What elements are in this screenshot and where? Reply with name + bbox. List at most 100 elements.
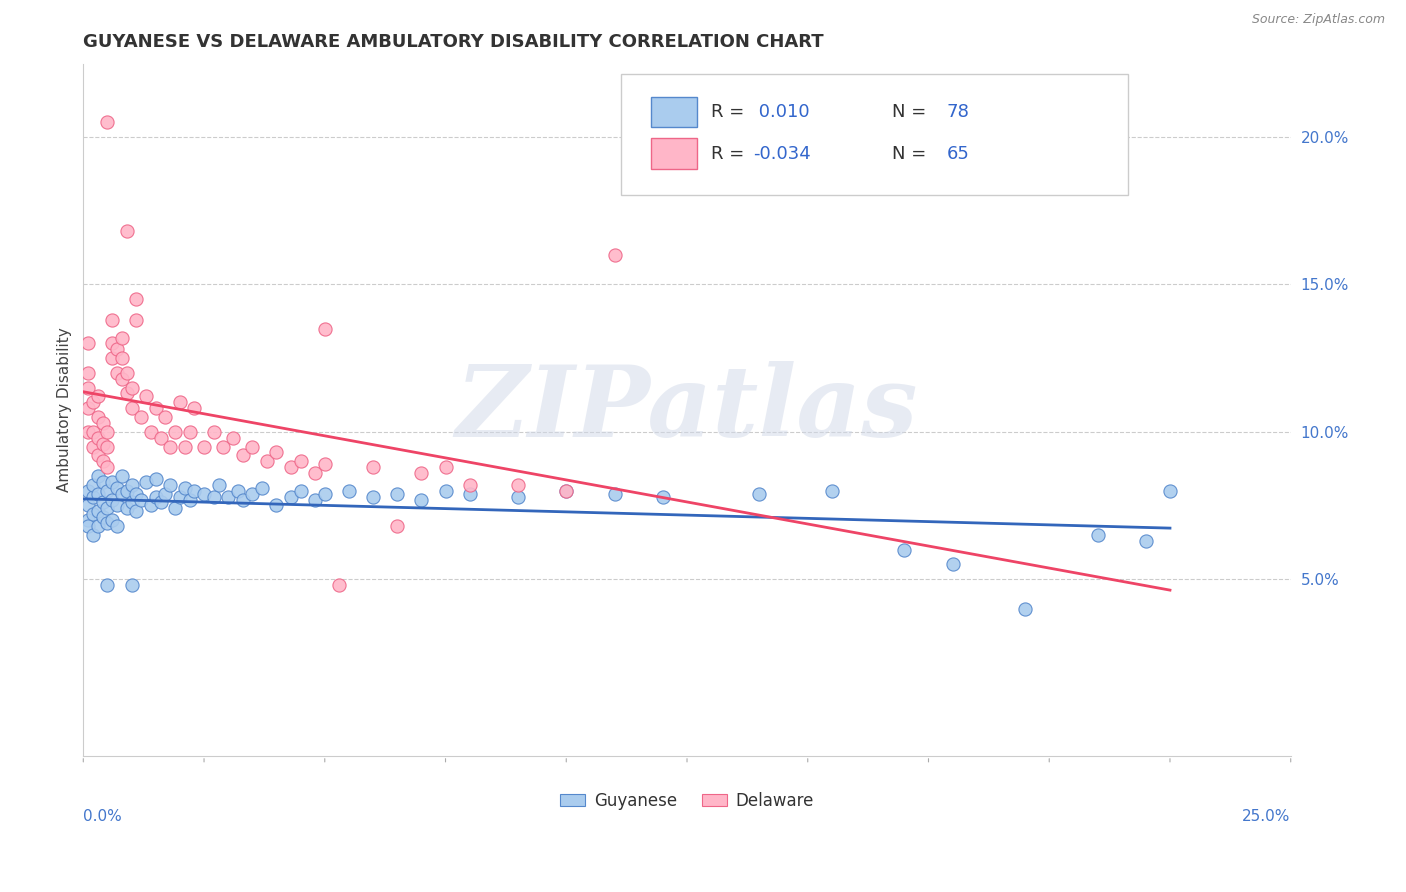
Point [169, 490, 191, 504]
Point [91, 510, 114, 524]
FancyBboxPatch shape [651, 96, 696, 128]
Point [232, 448, 254, 462]
Point [82, 508, 104, 522]
Point [304, 492, 326, 507]
Point [434, 483, 457, 498]
Point [411, 492, 433, 507]
Point [145, 490, 167, 504]
Point [159, 440, 181, 454]
Point [212, 440, 235, 454]
Point [101, 313, 124, 327]
Point [77, 499, 100, 513]
Point [82, 490, 104, 504]
Point [101, 475, 124, 489]
Point [121, 478, 143, 492]
Point [411, 466, 433, 480]
Point [193, 486, 215, 500]
Point [361, 460, 384, 475]
Point [101, 513, 124, 527]
Point [222, 431, 245, 445]
Point [96, 501, 118, 516]
Point [555, 483, 578, 498]
Point [77, 381, 100, 395]
Text: 25.0%: 25.0% [1243, 809, 1291, 824]
Point [280, 490, 302, 504]
Point [145, 401, 167, 416]
Point [115, 366, 138, 380]
Point [149, 495, 172, 509]
Point [304, 466, 326, 480]
Point [169, 395, 191, 409]
Point [96, 115, 118, 129]
Point [651, 490, 673, 504]
Point [240, 440, 263, 454]
Point [290, 454, 312, 468]
Point [139, 499, 162, 513]
Point [1014, 601, 1036, 615]
Point [250, 481, 273, 495]
Point [91, 475, 114, 489]
FancyBboxPatch shape [620, 74, 1128, 195]
Point [121, 495, 143, 509]
Point [183, 401, 205, 416]
Point [387, 519, 409, 533]
Text: Source: ZipAtlas.com: Source: ZipAtlas.com [1251, 13, 1385, 27]
Point [232, 492, 254, 507]
Point [96, 425, 118, 439]
Point [748, 486, 770, 500]
Point [173, 481, 195, 495]
Point [387, 486, 409, 500]
Text: 78: 78 [946, 103, 970, 121]
Point [91, 495, 114, 509]
Point [266, 445, 288, 459]
Point [111, 486, 134, 500]
Text: N =: N = [893, 103, 932, 121]
Point [337, 483, 360, 498]
Text: 0.010: 0.010 [754, 103, 810, 121]
Point [179, 425, 201, 439]
Point [105, 499, 128, 513]
Point [893, 542, 915, 557]
Point [111, 469, 134, 483]
Point [506, 490, 529, 504]
Point [125, 313, 148, 327]
Text: N =: N = [893, 145, 932, 162]
Point [603, 486, 626, 500]
Point [202, 425, 225, 439]
Point [202, 490, 225, 504]
Point [280, 460, 302, 475]
Point [87, 469, 110, 483]
Point [96, 483, 118, 498]
Point [87, 431, 110, 445]
Point [506, 478, 529, 492]
Point [173, 440, 195, 454]
Point [87, 410, 110, 425]
Point [101, 492, 124, 507]
Point [82, 425, 104, 439]
Text: 65: 65 [946, 145, 970, 162]
Point [77, 425, 100, 439]
Point [96, 440, 118, 454]
Point [1135, 533, 1157, 548]
Point [129, 410, 152, 425]
Point [135, 475, 157, 489]
Point [91, 436, 114, 450]
Point [125, 504, 148, 518]
Point [115, 501, 138, 516]
Point [87, 504, 110, 518]
Point [77, 513, 100, 527]
Point [125, 292, 148, 306]
Point [226, 483, 249, 498]
Point [82, 478, 104, 492]
Point [155, 486, 177, 500]
Point [458, 478, 481, 492]
Point [121, 381, 143, 395]
Point [82, 395, 104, 409]
Text: R =: R = [711, 103, 751, 121]
Point [165, 425, 187, 439]
Point [91, 416, 114, 430]
Y-axis label: Ambulatory Disability: Ambulatory Disability [58, 327, 72, 492]
Point [111, 351, 134, 365]
Point [290, 483, 312, 498]
Point [314, 321, 336, 335]
